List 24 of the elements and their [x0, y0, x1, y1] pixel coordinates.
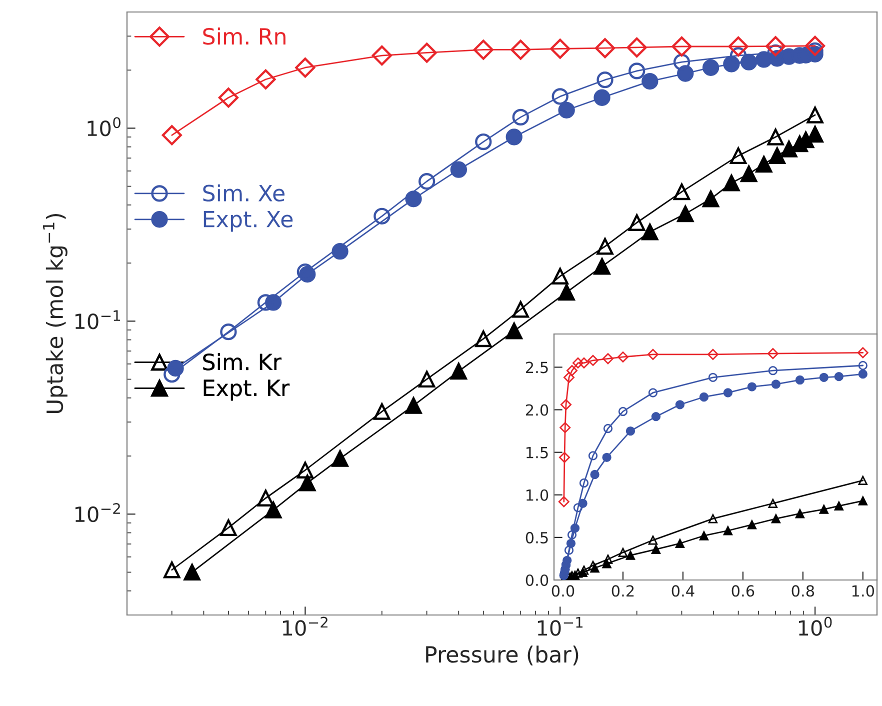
x-tick-label: 0.8	[792, 585, 814, 597]
legend-label: Sim. Kr	[203, 353, 282, 370]
x-tick-label: 1.0	[852, 585, 874, 597]
y-tick-label: 2.5	[526, 362, 548, 374]
legend-label: Sim. Rn	[203, 28, 286, 45]
legend-label: Sim. Xe	[203, 184, 284, 202]
y-axis-title: Uptake (mol kg$^{−1}$)	[42, 214, 68, 414]
x-tick-label: 0.4	[672, 585, 694, 597]
y-tick-label: 10$^{−2}$	[75, 503, 120, 522]
y-tick-label: 2.0	[526, 404, 548, 416]
legend-label: Expt. Kr	[204, 380, 290, 401]
y-tick-label: 0.5	[526, 532, 548, 544]
x-tick-label: 0.6	[732, 585, 754, 597]
x-tick-label: 0.0	[552, 585, 574, 597]
legend-label: Expt. Xe	[204, 210, 293, 232]
x-tick-label: 10$^{−2}$	[282, 616, 328, 636]
y-tick-label: 0.0	[526, 574, 548, 586]
x-axis-title: Pressure (bar)	[426, 646, 578, 666]
x-tick-label: 0.2	[612, 585, 634, 597]
y-tick-label: 1.5	[526, 446, 548, 458]
y-tick-label: 10$^{−1}$	[75, 310, 120, 330]
y-tick-label: 10$^{0}$	[88, 117, 120, 136]
y-tick-label: 1.0	[526, 489, 548, 501]
x-tick-label: 10$^{0}$	[799, 616, 832, 636]
